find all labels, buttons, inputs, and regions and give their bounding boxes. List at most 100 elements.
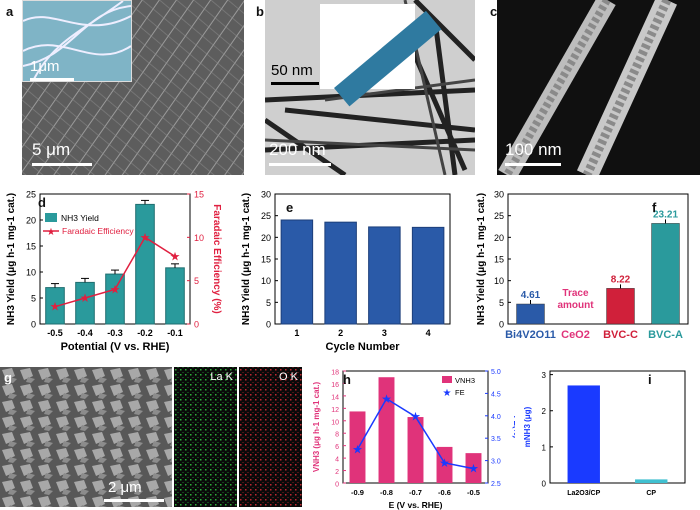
fe-point: ★ bbox=[352, 442, 363, 456]
x-tick-label: -0.3 bbox=[107, 328, 123, 338]
y2-tick-label: 5 bbox=[194, 276, 199, 286]
fe-point: ★ bbox=[439, 456, 450, 470]
panel-label-d: d bbox=[38, 195, 46, 210]
bar-cycle bbox=[411, 226, 445, 325]
inset-scale-bar-b bbox=[271, 82, 319, 85]
y-tick-label: 2 bbox=[335, 469, 339, 476]
chart-e: 0 5 10 15 20 25 30 1 2 3 4 Cycle Number NH3 Yield (μ… bbox=[241, 190, 451, 353]
bar-nh3-yield bbox=[165, 267, 185, 325]
main-scale-text-b: 200 nm bbox=[269, 140, 326, 159]
y-axis-label: NH3 Yield (μg h-1 mg-1 cat.) bbox=[476, 193, 487, 325]
y-tick-label: 20 bbox=[494, 233, 504, 243]
inset-a bbox=[22, 0, 132, 82]
legend-fe: Faradaic Efficiency bbox=[62, 226, 134, 236]
eds-label-o: O K bbox=[279, 371, 298, 383]
x-tick-label: -0.6 bbox=[438, 488, 451, 497]
y-tick-label: 5 bbox=[499, 298, 504, 308]
chart-i: 0 1 2 3 La2O3/CP CP mNH3 (μg) bbox=[523, 370, 686, 497]
y-tick-label: 0 bbox=[31, 320, 36, 330]
y-tick-label: 25 bbox=[261, 211, 271, 221]
inset-scale-bar-a bbox=[30, 78, 74, 81]
y-tick-label: 0 bbox=[266, 320, 271, 330]
bar-nh3-yield bbox=[105, 273, 125, 325]
fe-point: ★ bbox=[140, 230, 151, 244]
legend-fe: FE bbox=[455, 388, 465, 397]
main-scale-bar-b bbox=[269, 163, 331, 166]
bar-vnh3 bbox=[378, 377, 395, 483]
fe-point: ★ bbox=[50, 300, 61, 314]
x-tick-label: BVC-A bbox=[648, 329, 683, 341]
x-tick-label: 1 bbox=[294, 328, 299, 338]
y-axis-label: NH3 Yield (μg h-1 mg-1 cat.) bbox=[6, 193, 17, 325]
fe-point: ★ bbox=[110, 282, 121, 296]
y-tick-label: 15 bbox=[494, 255, 504, 265]
panel-label-e: e bbox=[286, 200, 294, 215]
y-tick-label: 15 bbox=[26, 242, 36, 252]
x-tick-label: -0.1 bbox=[167, 328, 183, 338]
y2-tick-label: 4.0 bbox=[491, 414, 501, 421]
bar-cycle bbox=[280, 219, 314, 325]
y-tick-label: 14 bbox=[331, 394, 339, 401]
y2-tick-label: 2.5 bbox=[491, 481, 501, 488]
micrograph-b: 50 nm 200 nm bbox=[265, 0, 475, 175]
fe-point: ★ bbox=[381, 392, 392, 406]
legend-vnh3: VNH3 bbox=[455, 376, 475, 385]
chart-h: 0 2 4 6 8 10 12 14 16 18 2.5 3.0 3.5 4.0 4.5 5.0 -0.9 -0.… bbox=[312, 369, 515, 510]
nanofiber-texture-c bbox=[498, 0, 678, 175]
particle-texture-g bbox=[0, 367, 172, 507]
y-tick-label: 15 bbox=[261, 255, 271, 265]
y-tick-label: 30 bbox=[261, 190, 271, 200]
bar-cycle bbox=[368, 226, 401, 325]
y2-tick-label: 3.5 bbox=[491, 436, 501, 443]
panel-label-g: g bbox=[4, 370, 12, 385]
x-tick-label: BVC-C bbox=[603, 329, 638, 341]
x-axis-label: Cycle Number bbox=[326, 341, 401, 353]
main-scale-text-a: 5 μm bbox=[32, 140, 71, 159]
x-tick-label: La2O3/CP bbox=[567, 490, 600, 497]
y2-axis-label: Faradaic Efficiency (%) bbox=[211, 204, 222, 313]
y-tick-label: 10 bbox=[494, 276, 504, 286]
data-label: 8.22 bbox=[611, 274, 631, 285]
x-tick-label: -0.5 bbox=[467, 488, 480, 497]
y-axis-label: mNH3 (μg) bbox=[523, 406, 532, 447]
y-tick-label: 10 bbox=[26, 268, 36, 278]
bar-cycle bbox=[324, 221, 357, 325]
y-tick-label: 30 bbox=[494, 190, 504, 200]
y-tick-label: 20 bbox=[261, 233, 271, 243]
bar-vnh3 bbox=[349, 411, 366, 483]
legend-star-fe: ★ bbox=[443, 388, 452, 399]
y-tick-label: 4 bbox=[335, 457, 339, 464]
y-tick-label: 0 bbox=[499, 320, 504, 330]
main-scale-bar-c bbox=[505, 163, 561, 166]
panel-label-f: f bbox=[652, 200, 657, 215]
fe-point: ★ bbox=[80, 291, 91, 305]
y2-tick-label: 3.0 bbox=[491, 459, 501, 466]
chart-d: 0 5 10 15 20 25 0 5 10 15 -0.5 -0.4 -0.3 -0.2 -0.1 ★ ★ ★ ★… bbox=[6, 190, 222, 354]
fe-point: ★ bbox=[410, 410, 421, 424]
scale-text-g: 2 μm bbox=[108, 479, 142, 496]
micrograph-g: 2 μm bbox=[0, 367, 172, 507]
y-tick-label: 2 bbox=[542, 407, 547, 416]
bar-nh3-yield bbox=[135, 203, 155, 325]
y-tick-label: 1 bbox=[542, 443, 547, 452]
fe-line bbox=[54, 236, 176, 308]
scale-bar-g bbox=[104, 499, 164, 502]
y-tick-label: 3 bbox=[542, 371, 547, 380]
bar-catalyst bbox=[651, 223, 680, 325]
fe-point: ★ bbox=[468, 462, 479, 476]
x-axis-label: Potential (V vs. RHE) bbox=[61, 341, 170, 353]
y-tick-label: 5 bbox=[31, 294, 36, 304]
y2-tick-label: 0 bbox=[194, 320, 199, 330]
eds-label-la: La K bbox=[210, 371, 233, 383]
main-scale-bar-a bbox=[32, 163, 92, 166]
inset-scale-text-b: 50 nm bbox=[271, 62, 313, 79]
y-tick-label: 10 bbox=[261, 276, 271, 286]
x-tick-label: -0.8 bbox=[380, 488, 393, 497]
fe-line bbox=[356, 397, 474, 470]
bar-sample bbox=[635, 479, 668, 483]
x-tick-label: -0.5 bbox=[47, 328, 63, 338]
y-tick-label: 0 bbox=[542, 480, 547, 489]
y-tick-label: 6 bbox=[335, 444, 339, 451]
x-tick-label: 2 bbox=[338, 328, 343, 338]
bar-vnh3 bbox=[407, 417, 424, 483]
